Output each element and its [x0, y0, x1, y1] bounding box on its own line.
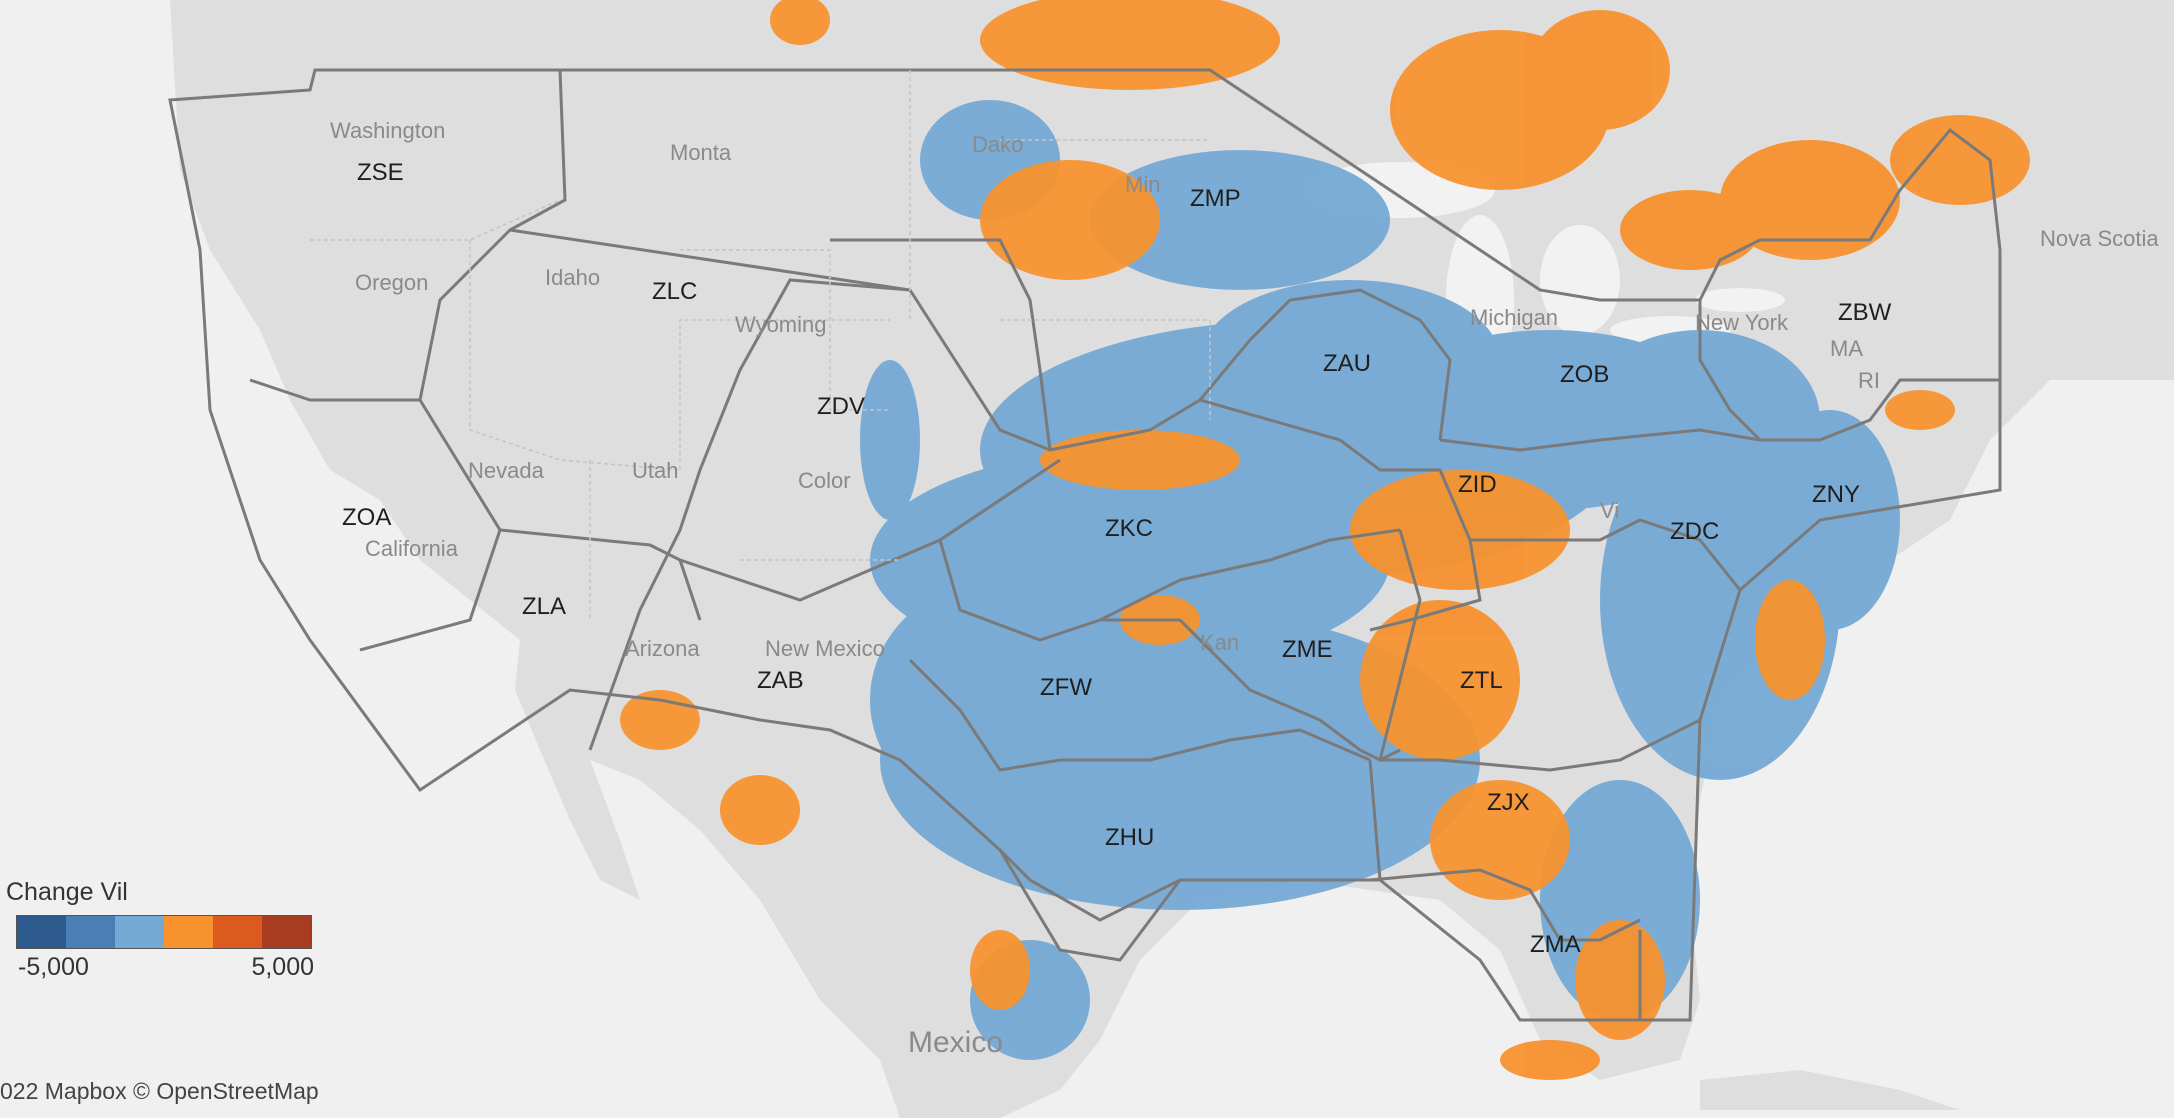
artcc-label[interactable]: ZSE [357, 159, 404, 186]
artcc-label[interactable]: ZBW [1838, 299, 1892, 326]
legend-swatch [66, 916, 115, 948]
artcc-label[interactable]: ZAB [757, 667, 804, 694]
place-label: Nova Scotia [2040, 226, 2159, 251]
legend-swatch [213, 916, 262, 948]
place-label: Nevada [468, 458, 545, 483]
place-label: New York [1695, 310, 1789, 335]
place-label: Arizona [625, 636, 700, 661]
artcc-label[interactable]: ZDV [817, 393, 865, 420]
legend-swatch [115, 916, 164, 948]
artcc-label[interactable]: ZME [1282, 636, 1333, 663]
place-label: Oregon [355, 270, 428, 295]
place-label: Monta [670, 140, 732, 165]
place-label: New Mexico [765, 636, 885, 661]
artcc-label[interactable]: ZMA [1530, 931, 1581, 958]
legend-min-label: -5,000 [18, 953, 89, 981]
legend-color-ramp[interactable] [16, 915, 312, 949]
artcc-label[interactable]: ZHU [1105, 824, 1154, 851]
artcc-label[interactable]: ZOB [1560, 361, 1609, 388]
artcc-label[interactable]: ZNY [1812, 481, 1860, 508]
place-label: MA [1830, 336, 1863, 361]
artcc-label[interactable]: ZOA [342, 504, 391, 531]
artcc-label[interactable]: ZDC [1670, 518, 1719, 545]
place-label: Wyoming [735, 312, 827, 337]
artcc-label[interactable]: ZLA [522, 593, 566, 620]
artcc-label[interactable]: ZAU [1323, 350, 1371, 377]
map-attribution[interactable]: 022 Mapbox © OpenStreetMap [0, 1078, 319, 1104]
place-label: Mexico [908, 1026, 1003, 1059]
artcc-label[interactable]: ZFW [1040, 674, 1092, 701]
place-label: RI [1858, 368, 1880, 393]
place-label: California [365, 536, 459, 561]
legend-ticks: -5,000 5,000 [16, 949, 326, 983]
artcc-label[interactable]: ZJX [1487, 789, 1530, 816]
legend-max-label: 5,000 [251, 953, 314, 981]
artcc-label[interactable]: ZTL [1460, 667, 1503, 694]
legend-swatch [17, 916, 66, 948]
artcc-label[interactable]: ZLC [652, 278, 697, 305]
artcc-label[interactable]: ZMP [1190, 185, 1241, 212]
place-label: Idaho [545, 265, 600, 290]
place-label: Michigan [1470, 305, 1558, 330]
place-label: Utah [632, 458, 678, 483]
color-legend: Change Vil -5,000 5,000 [6, 878, 326, 983]
legend-title: Change Vil [6, 878, 128, 906]
place-label: Color [798, 468, 851, 493]
place-label: Vi [1600, 498, 1619, 523]
place-label: Kan [1200, 630, 1239, 655]
legend-swatch [262, 916, 311, 948]
place-label: Washington [330, 118, 445, 143]
cuba [1700, 1070, 1960, 1110]
artcc-label[interactable]: ZID [1458, 471, 1497, 498]
place-label: Dako [972, 132, 1023, 157]
state-boundaries [310, 70, 1211, 620]
place-label: Min [1125, 172, 1160, 197]
artcc-label[interactable]: ZKC [1105, 515, 1153, 542]
legend-swatch [164, 916, 213, 948]
artcc-boundaries [168, 68, 2002, 1022]
